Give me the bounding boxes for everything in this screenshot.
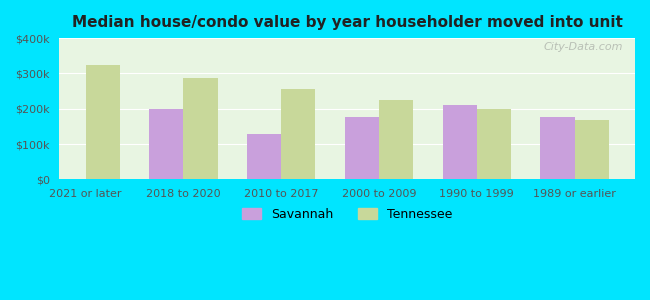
Bar [443, 105, 477, 179]
Bar [540, 117, 575, 179]
Legend: Savannah, Tennessee: Savannah, Tennessee [236, 201, 458, 227]
Text: City-Data.com: City-Data.com [544, 42, 623, 52]
Bar [575, 121, 609, 179]
Title: Median house/condo value by year householder moved into unit: Median house/condo value by year househo… [72, 15, 623, 30]
Bar [149, 109, 183, 179]
Bar [86, 64, 120, 179]
Bar [344, 117, 379, 179]
Bar [379, 100, 413, 179]
Bar [281, 89, 315, 179]
Bar [247, 134, 281, 179]
Bar [477, 109, 511, 179]
Bar [183, 78, 218, 179]
